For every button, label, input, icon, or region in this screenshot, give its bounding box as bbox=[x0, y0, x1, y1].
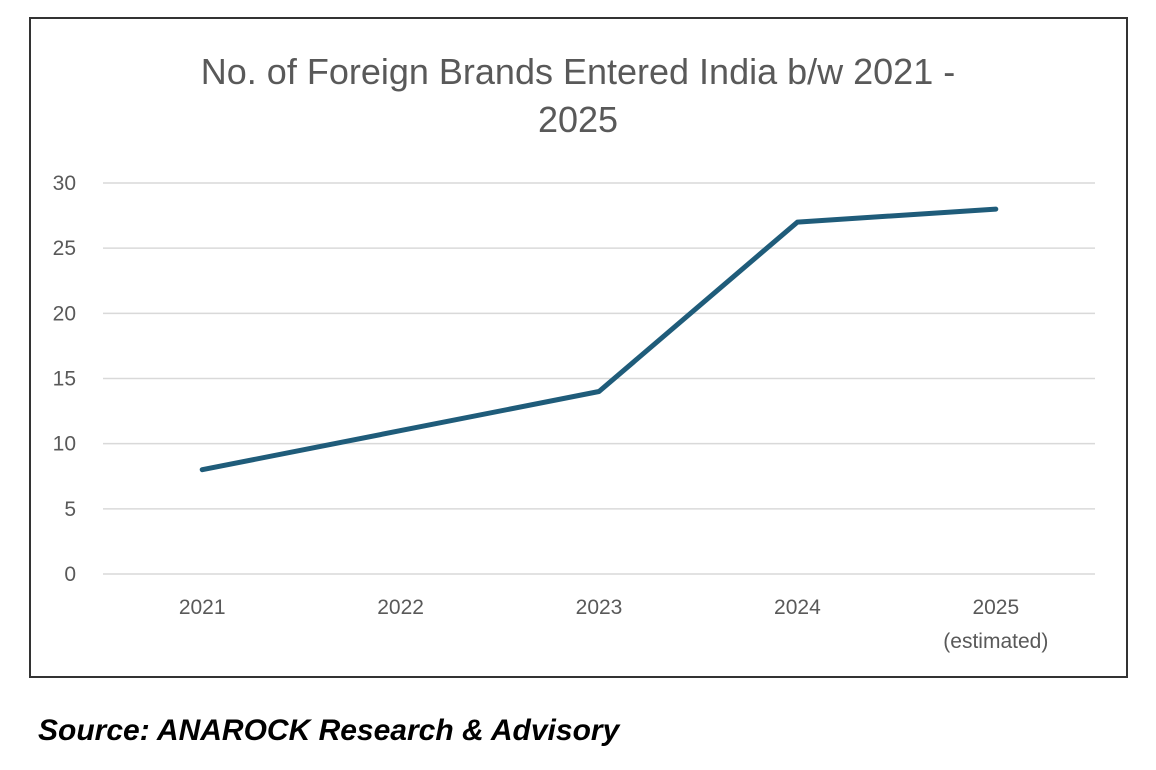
source-note: Source: ANAROCK Research & Advisory bbox=[38, 714, 620, 747]
chart-title-line: No. of Foreign Brands Entered India b/w … bbox=[201, 51, 955, 92]
y-tick-label: 25 bbox=[53, 237, 76, 260]
y-tick-label: 30 bbox=[53, 172, 76, 195]
x-axis-ticks: 2021 2022 2023 2024 2025 (estimated) bbox=[179, 596, 1048, 653]
x-tick-label: 2024 bbox=[774, 596, 821, 619]
y-axis-ticks: 0 5 10 15 20 25 30 bbox=[53, 172, 76, 586]
x-tick-label: 2022 bbox=[377, 596, 424, 619]
chart-title: No. of Foreign Brands Entered India b/w … bbox=[201, 51, 955, 140]
x-tick-label: 2021 bbox=[179, 596, 226, 619]
y-tick-label: 5 bbox=[64, 498, 76, 521]
chart-title-line: 2025 bbox=[538, 99, 618, 140]
y-tick-label: 20 bbox=[53, 302, 76, 325]
chart-frame bbox=[29, 17, 1128, 678]
x-tick-label: (estimated) bbox=[943, 630, 1048, 653]
y-tick-label: 15 bbox=[53, 368, 76, 391]
y-tick-label: 10 bbox=[53, 433, 76, 456]
y-tick-label: 0 bbox=[64, 563, 76, 586]
x-tick-label: 2023 bbox=[576, 596, 623, 619]
series-line bbox=[199, 206, 999, 473]
x-tick-label: 2025 bbox=[972, 596, 1019, 619]
series-lines bbox=[199, 206, 999, 473]
gridlines bbox=[103, 182, 1095, 575]
